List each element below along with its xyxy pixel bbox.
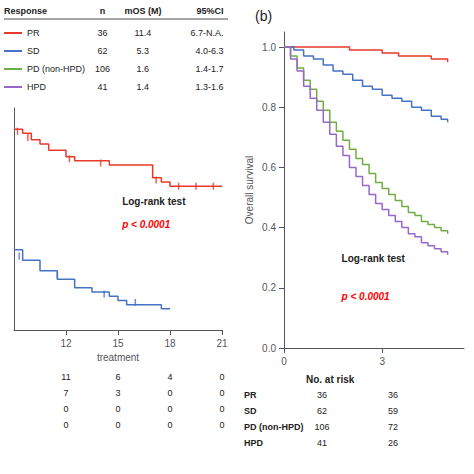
svg-text:5.3: 5.3 xyxy=(137,46,150,56)
svg-text:0: 0 xyxy=(219,388,224,398)
svg-text:PD (non-HPD): PD (non-HPD) xyxy=(244,422,304,432)
svg-text:0: 0 xyxy=(63,404,68,414)
svg-text:0.0: 0.0 xyxy=(262,343,276,354)
svg-text:18: 18 xyxy=(164,338,176,349)
svg-text:1.4: 1.4 xyxy=(137,82,150,92)
svg-text:36: 36 xyxy=(98,28,108,38)
svg-text:HPD: HPD xyxy=(27,82,47,92)
svg-text:41: 41 xyxy=(317,438,327,448)
svg-text:treatment: treatment xyxy=(97,352,139,363)
svg-text:PR: PR xyxy=(27,28,40,38)
svg-text:mOS (M): mOS (M) xyxy=(124,6,161,16)
svg-text:1.6: 1.6 xyxy=(137,64,150,74)
svg-text:95%CI: 95%CI xyxy=(197,6,224,16)
svg-text:11: 11 xyxy=(61,372,70,382)
svg-text:(b): (b) xyxy=(255,8,272,24)
svg-text:72: 72 xyxy=(388,422,398,432)
svg-text:62: 62 xyxy=(98,46,108,56)
svg-text:6: 6 xyxy=(115,372,120,382)
svg-text:0.2: 0.2 xyxy=(262,282,276,293)
svg-text:0: 0 xyxy=(219,404,224,414)
svg-text:Response: Response xyxy=(4,6,47,16)
svg-text:0: 0 xyxy=(219,420,224,430)
svg-text:0: 0 xyxy=(167,420,172,430)
svg-text:4: 4 xyxy=(167,372,172,382)
svg-text:p < 0.0001: p < 0.0001 xyxy=(121,219,171,230)
svg-text:HPD: HPD xyxy=(244,438,264,448)
svg-text:26: 26 xyxy=(388,438,398,448)
svg-text:0: 0 xyxy=(167,388,172,398)
svg-text:Log-rank test: Log-rank test xyxy=(342,253,406,264)
svg-text:0: 0 xyxy=(281,356,287,367)
svg-text:3: 3 xyxy=(115,388,120,398)
svg-text:6.7-N.A.: 6.7-N.A. xyxy=(191,28,224,38)
svg-text:0: 0 xyxy=(219,372,224,382)
svg-text:106: 106 xyxy=(95,64,110,74)
svg-text:41: 41 xyxy=(98,82,108,92)
svg-text:No. at risk: No. at risk xyxy=(306,374,355,385)
svg-text:0: 0 xyxy=(115,404,120,414)
svg-text:0: 0 xyxy=(63,420,68,430)
svg-text:PR: PR xyxy=(244,390,257,400)
svg-text:SD: SD xyxy=(27,46,40,56)
svg-text:7: 7 xyxy=(63,388,68,398)
svg-text:106: 106 xyxy=(314,422,329,432)
svg-text:Log-rank test: Log-rank test xyxy=(122,196,186,207)
svg-text:PD (non-HPD): PD (non-HPD) xyxy=(27,64,85,74)
svg-text:0.6: 0.6 xyxy=(262,162,276,173)
svg-text:1.4-1.7: 1.4-1.7 xyxy=(195,64,223,74)
svg-text:4.0-6.3: 4.0-6.3 xyxy=(195,46,223,56)
svg-text:36: 36 xyxy=(388,390,398,400)
svg-text:3: 3 xyxy=(379,356,385,367)
svg-text:p < 0.0001: p < 0.0001 xyxy=(341,291,391,302)
svg-text:Overall survival: Overall survival xyxy=(244,156,255,224)
svg-text:0.8: 0.8 xyxy=(262,102,276,113)
svg-text:12: 12 xyxy=(60,338,72,349)
svg-text:11.4: 11.4 xyxy=(134,28,151,38)
svg-text:n: n xyxy=(100,6,106,16)
svg-text:36: 36 xyxy=(317,390,327,400)
svg-text:0: 0 xyxy=(115,420,120,430)
svg-text:15: 15 xyxy=(112,338,124,349)
svg-text:0.4: 0.4 xyxy=(262,222,276,233)
svg-text:1.3-1.6: 1.3-1.6 xyxy=(195,82,223,92)
svg-text:1.0: 1.0 xyxy=(262,42,276,53)
svg-text:21: 21 xyxy=(216,338,228,349)
svg-text:59: 59 xyxy=(388,406,398,416)
svg-text:62: 62 xyxy=(317,406,327,416)
svg-text:0: 0 xyxy=(167,404,172,414)
svg-text:SD: SD xyxy=(244,406,257,416)
